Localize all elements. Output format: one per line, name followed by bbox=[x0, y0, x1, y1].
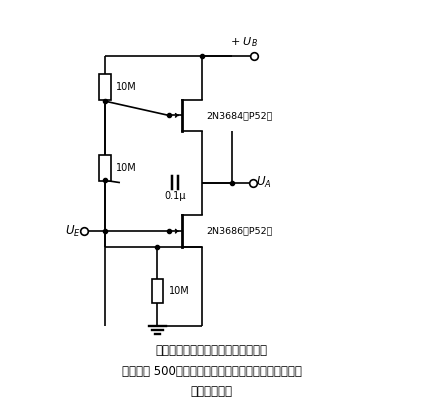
FancyBboxPatch shape bbox=[152, 279, 163, 303]
Text: $+\ U_B$: $+\ U_B$ bbox=[230, 35, 258, 49]
Text: 2N3684（P52）: 2N3684（P52） bbox=[206, 111, 272, 120]
FancyBboxPatch shape bbox=[99, 154, 111, 181]
Text: 2N3686（P52）: 2N3686（P52） bbox=[206, 227, 272, 236]
Text: 10M: 10M bbox=[168, 286, 189, 296]
Text: 增益可达 500。通过减小漏极电流，犏牲输入动态范围: 增益可达 500。通过减小漏极电流，犏牲输入动态范围 bbox=[121, 365, 302, 378]
Text: 采用双结型场效应晶体管的电路，其: 采用双结型场效应晶体管的电路，其 bbox=[156, 344, 267, 357]
Text: 10M: 10M bbox=[115, 82, 136, 92]
FancyBboxPatch shape bbox=[99, 74, 111, 100]
Text: $U_A$: $U_A$ bbox=[256, 175, 272, 190]
Text: $U_E$: $U_E$ bbox=[65, 224, 81, 239]
Text: 来提高增益。: 来提高增益。 bbox=[190, 386, 233, 398]
Text: 0.1μ: 0.1μ bbox=[164, 191, 186, 201]
Text: 10M: 10M bbox=[115, 163, 136, 173]
